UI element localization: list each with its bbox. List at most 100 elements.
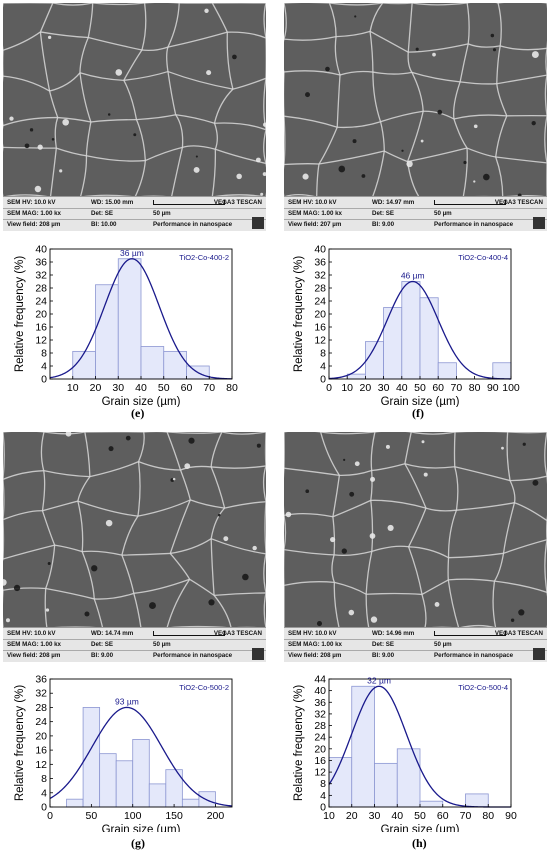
y-tick-label: 28 bbox=[314, 720, 326, 732]
histogram-bar bbox=[383, 307, 403, 380]
y-tick-label: 36 bbox=[35, 674, 47, 686]
x-tick-label: 10 bbox=[67, 382, 79, 394]
y-tick-label: 8 bbox=[41, 773, 47, 785]
x-tick-label: 30 bbox=[378, 382, 390, 394]
x-tick-label: 90 bbox=[505, 810, 517, 822]
x-tick-label: 50 bbox=[86, 810, 98, 822]
info-row: SEM MAG: 1.00 kx Det: SE 50 µm bbox=[3, 639, 266, 651]
view-field: View field: 208 µm bbox=[288, 652, 342, 659]
sem-micrograph: SEM HV: 10.0 kV WD: 14.96 mm VEGA3 TESCAN S… bbox=[284, 432, 547, 662]
y-tick-label: 4 bbox=[41, 787, 47, 799]
y-tick-label: 24 bbox=[35, 716, 47, 728]
y-tick-label: 32 bbox=[35, 270, 47, 282]
scale-bar bbox=[153, 200, 225, 205]
histogram-bar bbox=[132, 739, 150, 808]
histogram-bar bbox=[374, 762, 398, 808]
info-row: SEM HV: 10.0 kV WD: 14.74 mm VEGA3 TESCAN bbox=[3, 628, 266, 640]
footer-text: Performance in nanospace bbox=[153, 221, 233, 228]
y-tick-label: 20 bbox=[314, 743, 326, 755]
y-tick-label: 20 bbox=[314, 309, 326, 321]
info-row: SEM MAG: 1.00 kx Det: SE 50 µm bbox=[284, 208, 547, 220]
view-field: View field: 208 µm bbox=[7, 652, 61, 659]
y-tick-label: 8 bbox=[320, 348, 326, 360]
info-row: View field: 208 µm BI: 10.00 Performance i… bbox=[3, 219, 266, 230]
y-axis-label: Relative frequency (%) bbox=[14, 256, 26, 372]
sample-name-label: TiO2-Co-500-2 bbox=[179, 683, 229, 692]
y-tick-label: 28 bbox=[314, 283, 326, 295]
y-tick-label: 32 bbox=[314, 708, 326, 720]
y-tick-label: 40 bbox=[314, 244, 326, 256]
grain-texture bbox=[284, 432, 547, 628]
brightness: BI: 10.00 bbox=[91, 221, 117, 228]
scale-label: 50 µm bbox=[153, 210, 171, 217]
sem-mag: SEM MAG: 1.00 kx bbox=[288, 641, 342, 648]
x-tick-label: 60 bbox=[181, 382, 193, 394]
panel-g: SEM HV: 10.0 kV WD: 14.74 mm VEGA3 TESCAN S… bbox=[3, 432, 266, 852]
view-field: View field: 207 µm bbox=[288, 221, 342, 228]
y-axis-label: Relative frequency (%) bbox=[293, 256, 305, 372]
y-tick-label: 24 bbox=[35, 296, 47, 308]
footer-text: Performance in nanospace bbox=[434, 221, 514, 228]
x-tick-label: 50 bbox=[414, 810, 426, 822]
y-tick-label: 12 bbox=[314, 767, 326, 779]
panel-letter: (h) bbox=[412, 836, 427, 850]
info-row: SEM MAG: 1.00 kx Det: SE 50 µm bbox=[284, 639, 547, 651]
tescan-logo-icon bbox=[533, 217, 545, 229]
brand-label: VEGA3 TESCAN bbox=[494, 630, 543, 637]
x-tick-label: 100 bbox=[502, 382, 520, 394]
detector: Det: SE bbox=[372, 210, 395, 217]
panel-e: SEM HV: 10.0 kV WD: 15.00 mm VEGA3 TESCAN S… bbox=[3, 3, 266, 422]
x-tick-label: 60 bbox=[432, 382, 444, 394]
x-tick-label: 150 bbox=[165, 810, 183, 822]
peak-value-label: 46 µm bbox=[401, 271, 425, 281]
brand-label: VEGA3 TESCAN bbox=[494, 199, 543, 206]
y-tick-label: 16 bbox=[314, 755, 326, 767]
view-field: View field: 208 µm bbox=[7, 221, 61, 228]
plot-frame bbox=[49, 678, 233, 808]
y-tick-label: 4 bbox=[320, 790, 326, 802]
x-tick-label: 20 bbox=[360, 382, 372, 394]
y-tick-label: 24 bbox=[314, 732, 326, 744]
working-distance: WD: 14.97 mm bbox=[372, 199, 415, 206]
x-tick-label: 70 bbox=[460, 810, 472, 822]
tescan-logo-icon bbox=[252, 217, 264, 229]
detector: Det: SE bbox=[91, 641, 114, 648]
sem-hv: SEM HV: 10.0 kV bbox=[288, 199, 337, 206]
histogram-bar bbox=[465, 793, 489, 808]
y-tick-label: 12 bbox=[35, 759, 47, 771]
working-distance: WD: 14.96 mm bbox=[372, 630, 415, 637]
y-tick-label: 44 bbox=[314, 674, 326, 686]
x-tick-label: 90 bbox=[487, 382, 499, 394]
y-tick-label: 36 bbox=[314, 697, 326, 709]
histogram-bar bbox=[181, 798, 200, 808]
y-tick-label: 28 bbox=[35, 702, 47, 714]
y-tick-label: 4 bbox=[41, 361, 47, 373]
grain-texture bbox=[3, 3, 266, 197]
y-tick-label: 40 bbox=[314, 685, 326, 697]
x-tick-label: 50 bbox=[158, 382, 170, 394]
working-distance: WD: 15.00 mm bbox=[91, 199, 134, 206]
peak-value-label: 93 µm bbox=[115, 696, 139, 706]
x-axis-label: Grain size (µm) bbox=[381, 396, 460, 407]
gaussian-fit-curve bbox=[49, 258, 233, 380]
histogram-bar bbox=[437, 362, 457, 380]
y-axis-label: Relative frequency (%) bbox=[293, 685, 305, 801]
peak-value-label: 32 µm bbox=[367, 675, 391, 685]
x-tick-label: 10 bbox=[341, 382, 353, 394]
brand-label: VEGA3 TESCAN bbox=[213, 199, 262, 206]
histogram-bar bbox=[140, 346, 165, 380]
sem-micrograph: SEM HV: 10.0 kV WD: 14.97 mm VEGA3 TESCAN S… bbox=[284, 3, 547, 231]
y-tick-label: 0 bbox=[41, 374, 47, 386]
x-axis-label: Grain size (µm) bbox=[102, 824, 181, 832]
scale-label: 50 µm bbox=[434, 641, 452, 648]
histogram-bar bbox=[72, 350, 96, 380]
panel-f: SEM HV: 10.0 kV WD: 14.97 mm VEGA3 TESCAN S… bbox=[284, 3, 547, 422]
histogram-bar bbox=[148, 783, 167, 808]
x-tick-label: 40 bbox=[135, 382, 147, 394]
scale-label: 50 µm bbox=[434, 210, 452, 217]
grain-texture bbox=[284, 3, 547, 197]
scale-bar bbox=[434, 200, 506, 205]
y-tick-label: 16 bbox=[314, 322, 326, 334]
